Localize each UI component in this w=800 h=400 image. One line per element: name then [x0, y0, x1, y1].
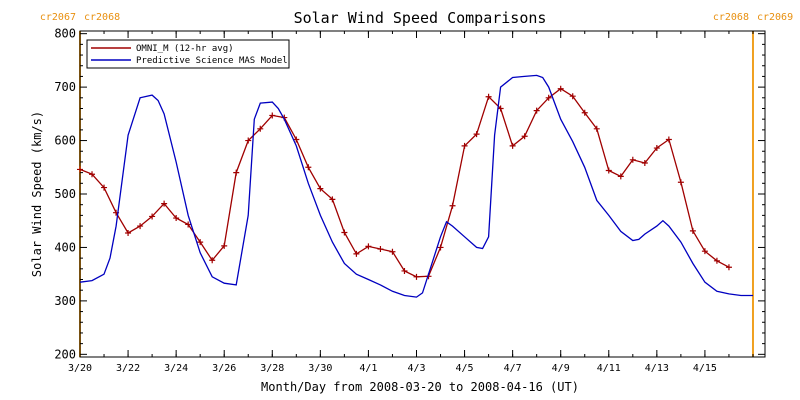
data-point: [185, 221, 192, 228]
data-point: [413, 273, 420, 280]
data-point: [161, 200, 168, 207]
data-point: [233, 169, 240, 176]
legend-box: [86, 39, 290, 69]
legend-label: OMNI_M (12-hr avg): [136, 44, 234, 54]
axes: 200 300 400 500 600 700 800 3/20 3/22 3/24 3/26 3/2…: [54, 27, 766, 374]
data-point: [293, 136, 300, 143]
data-point: [605, 167, 612, 174]
data-point: [401, 267, 408, 274]
data-point: [101, 184, 108, 191]
data-point: [497, 105, 504, 112]
data-point: [305, 164, 312, 171]
data-point: [257, 125, 264, 132]
data-point: [221, 242, 228, 249]
carrington-label: cr2067: [40, 12, 76, 23]
data-point: [353, 250, 360, 257]
y-tick-label: 400: [54, 240, 76, 254]
data-point: [209, 257, 216, 264]
data-point: [485, 93, 492, 100]
data-point: [137, 223, 144, 230]
data-point: [665, 136, 672, 143]
chart-title: Solar Wind Speed Comparisons: [294, 9, 547, 27]
data-point: [269, 112, 276, 119]
x-tick-label: 4/9: [552, 363, 570, 374]
data-point: [509, 142, 516, 149]
data-point: [449, 202, 456, 209]
legend: OMNI_M (12-hr avg) Predictive Science MAS…: [86, 39, 290, 69]
data-point: [89, 171, 96, 178]
x-tick-label: 3/22: [116, 363, 140, 374]
data-point: [557, 85, 564, 92]
data-point: [545, 94, 552, 101]
data-point: [245, 137, 252, 144]
y-tick-label: 200: [54, 347, 76, 361]
data-point: [521, 133, 528, 140]
data-point: [437, 244, 444, 251]
series-layer: [77, 74, 753, 298]
x-axis-label: Month/Day from 2008-03-20 to 2008-04-16 …: [261, 380, 579, 394]
data-point: [593, 125, 600, 132]
data-point: [581, 109, 588, 116]
carrington-label: cr2068: [84, 12, 120, 23]
y-tick-label: 300: [54, 294, 76, 308]
y-tick-label: 600: [54, 134, 76, 148]
x-tick-label: 3/24: [164, 363, 188, 374]
x-tick-label: 4/5: [456, 363, 474, 374]
data-point: [173, 215, 180, 222]
data-point: [461, 142, 468, 149]
series-line: [79, 74, 753, 298]
data-point: [329, 196, 336, 203]
data-point: [149, 213, 156, 220]
x-tick-label: 4/3: [407, 363, 425, 374]
data-point: [629, 156, 636, 163]
data-point: [197, 239, 204, 246]
x-tick-label: 4/15: [693, 363, 717, 374]
data-point: [641, 160, 648, 167]
data-point: [77, 166, 83, 173]
data-point: [317, 185, 324, 192]
data-point: [677, 179, 684, 186]
y-tick-label: 500: [54, 187, 76, 201]
carrington-label: cr2069: [757, 12, 793, 23]
x-tick-label: 3/26: [212, 363, 236, 374]
x-tick-label: 3/28: [260, 363, 284, 374]
x-tick-label: 4/1: [359, 363, 377, 374]
x-tick-label: 4/11: [597, 363, 621, 374]
x-tick-label: 4/13: [645, 363, 669, 374]
series-line: [79, 87, 730, 278]
data-point: [725, 264, 732, 271]
data-point: [617, 173, 624, 180]
data-point: [125, 230, 132, 237]
x-tick-label: 3/20: [68, 363, 92, 374]
data-point: [653, 145, 660, 152]
data-point: [701, 248, 708, 255]
data-point: [365, 243, 372, 250]
data-point: [689, 227, 696, 234]
x-tick-label: 4/7: [504, 363, 522, 374]
y-axis-label: Solar Wind Speed (km/s): [30, 111, 44, 277]
data-point: [377, 246, 384, 253]
data-point: [569, 93, 576, 100]
y-tick-label: 700: [54, 80, 76, 94]
data-point: [341, 229, 348, 236]
data-point: [713, 257, 720, 264]
carrington-label: cr2068: [713, 12, 749, 23]
data-point: [389, 248, 396, 255]
data-point: [533, 107, 540, 114]
data-point: [473, 131, 480, 138]
legend-label: Predictive Science MAS Model: [136, 56, 288, 66]
x-tick-label: 3/30: [308, 363, 332, 374]
y-tick-label: 800: [54, 27, 76, 41]
